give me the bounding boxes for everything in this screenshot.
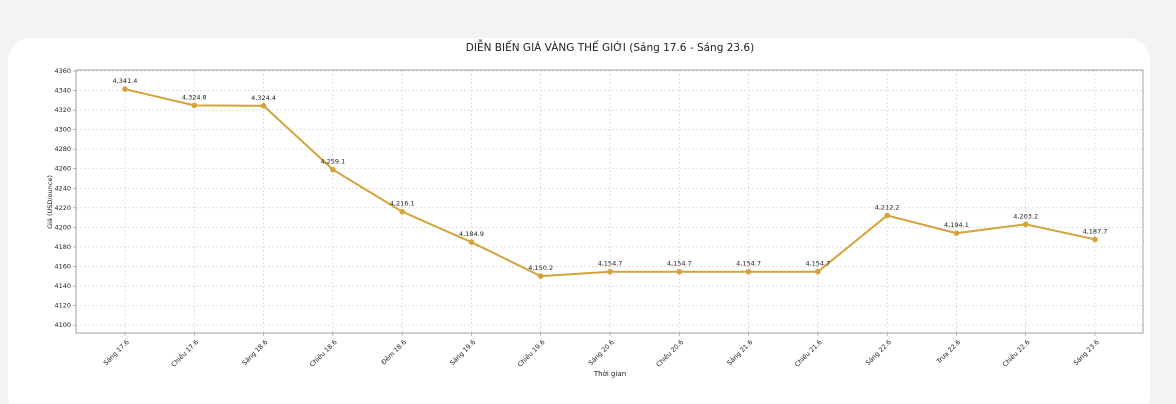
- value-label: 4,324.8: [182, 93, 207, 101]
- point: [191, 102, 198, 109]
- value-label: 4,150.2: [528, 264, 553, 272]
- point: [260, 102, 267, 109]
- value-label: 4,154.7: [598, 260, 623, 268]
- x-axis-label: Thời gian: [593, 370, 626, 378]
- chart-title: DIỄN BIẾN GIÁ VÀNG THẾ GIỚI (Sáng 17.6 -…: [466, 39, 754, 54]
- y-tick-label: 4120: [54, 302, 71, 310]
- value-label: 4,154.7: [805, 260, 830, 268]
- point: [676, 268, 683, 275]
- point: [884, 212, 890, 219]
- point: [122, 86, 128, 92]
- y-tick-label: 4140: [54, 282, 71, 290]
- value-label: 4,184.9: [459, 230, 484, 238]
- y-tick-label: 4340: [54, 87, 71, 95]
- value-label: 4,187.7: [1083, 227, 1108, 235]
- y-tick-label: 4240: [54, 184, 71, 192]
- point: [330, 166, 336, 173]
- value-label: 4,194.1: [944, 221, 969, 229]
- point: [468, 239, 475, 245]
- y-tick-label: 4100: [54, 321, 71, 329]
- point: [607, 268, 613, 275]
- point: [537, 273, 544, 279]
- point: [399, 208, 405, 215]
- y-tick-label: 4360: [54, 67, 71, 75]
- y-tick-label: 4300: [54, 126, 71, 134]
- value-label: 4,259.1: [320, 158, 345, 166]
- value-label: 4,154.7: [667, 260, 692, 268]
- y-tick-label: 4280: [54, 145, 71, 153]
- point: [815, 268, 821, 275]
- point: [953, 230, 960, 236]
- value-label: 4,324.4: [251, 94, 276, 102]
- value-label: 4,212.2: [875, 203, 900, 211]
- card: [8, 38, 1150, 404]
- y-tick-label: 4260: [54, 165, 71, 173]
- y-axis-label: Giá (USD/ounce): [46, 175, 54, 229]
- point: [1022, 221, 1029, 228]
- y-tick-label: 4220: [54, 204, 71, 212]
- y-tick-label: 4320: [54, 106, 71, 114]
- value-label: 4,341.4: [113, 77, 138, 85]
- y-tick-label: 4200: [54, 223, 71, 231]
- value-label: 4,203.2: [1013, 212, 1038, 220]
- value-label: 4,216.1: [390, 200, 415, 208]
- point: [1092, 236, 1098, 243]
- y-tick-label: 4160: [54, 263, 71, 271]
- y-tick-label: 4180: [54, 243, 71, 251]
- point: [745, 268, 752, 275]
- value-label: 4,154.7: [736, 260, 761, 268]
- plot-frame: [75, 69, 1144, 334]
